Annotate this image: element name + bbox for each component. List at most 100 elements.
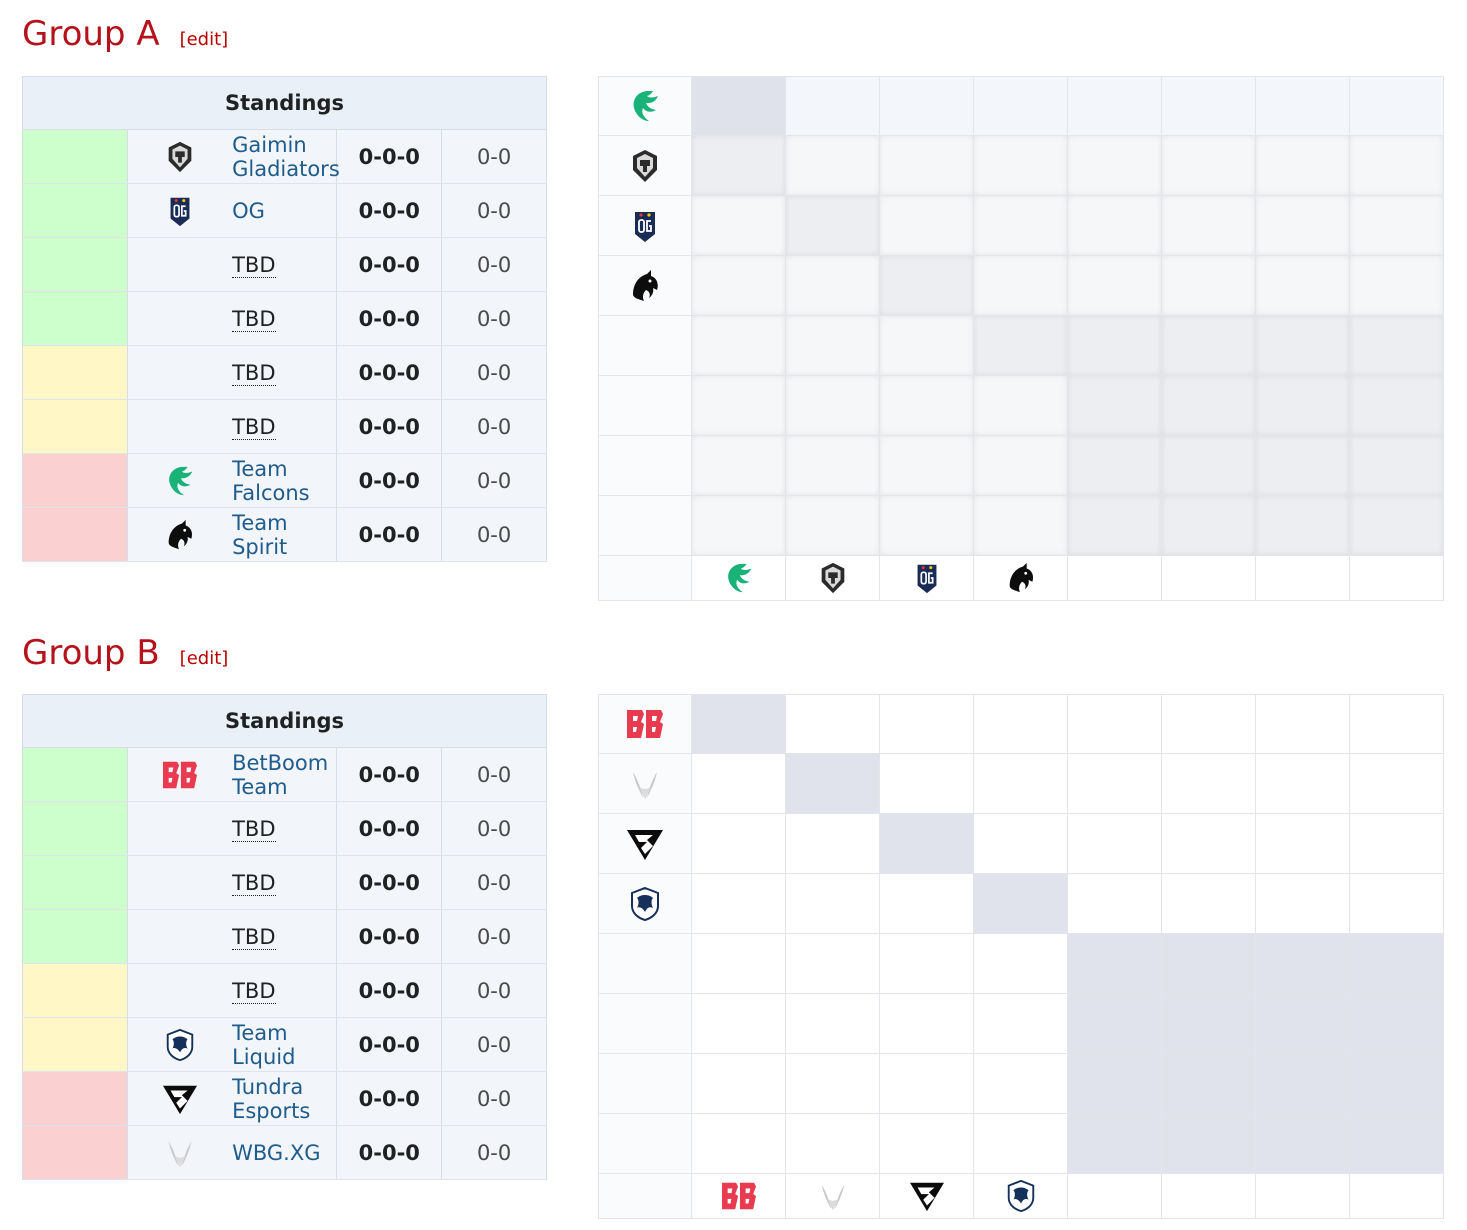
match-cell xyxy=(974,754,1068,814)
match-cell xyxy=(1256,316,1350,376)
team-name[interactable]: WBG.XG xyxy=(232,1125,337,1180)
team-link[interactable]: Team Falcons xyxy=(232,456,310,505)
game-record: 0-0 xyxy=(441,237,547,292)
match-cell xyxy=(1256,436,1350,496)
crosstable-row xyxy=(598,76,1444,136)
match-cell xyxy=(880,376,974,436)
row-header-empty xyxy=(598,436,692,496)
edit-link[interactable]: [edit] xyxy=(179,648,229,669)
team-name[interactable]: TBD xyxy=(232,291,337,346)
match-cell xyxy=(786,874,880,934)
falcons-logo-icon xyxy=(169,466,193,495)
match-cell xyxy=(880,694,974,754)
team-name[interactable]: Team Liquid xyxy=(232,1017,337,1072)
group-a-heading: Group A [edit] xyxy=(22,14,228,64)
match-cell xyxy=(1068,994,1162,1054)
table-row: TBD 0-0-0 0-0 xyxy=(22,345,547,400)
team-link[interactable]: Team Liquid xyxy=(232,1020,296,1069)
col-tundra-logo xyxy=(880,1174,974,1219)
logo-placeholder xyxy=(127,291,233,346)
table-row: Team Falcons 0-0-0 0-0 xyxy=(22,453,547,508)
game-record: 0-0 xyxy=(441,909,547,964)
match-cell xyxy=(1256,934,1350,994)
game-record: 0-0 xyxy=(441,399,547,454)
team-name[interactable]: Team Spirit xyxy=(232,507,337,562)
match-cell xyxy=(1068,256,1162,316)
match-cell xyxy=(880,814,974,874)
match-cell xyxy=(786,694,880,754)
match-cell xyxy=(1162,496,1256,556)
edit-link[interactable]: [edit] xyxy=(179,29,229,50)
match-cell xyxy=(1068,1054,1162,1114)
match-cell xyxy=(880,496,974,556)
team-name[interactable]: OG xyxy=(232,183,337,238)
standings-table: Standings Gaimin Gladiators 0-0-0 0-0 OG 0-0… xyxy=(22,76,547,562)
team-name[interactable]: TBD xyxy=(232,855,337,910)
team-link[interactable]: Gaimin Gladiators xyxy=(232,132,340,181)
team-name[interactable]: TBD xyxy=(232,963,337,1018)
placement-indicator xyxy=(22,855,128,910)
betboom-logo xyxy=(127,747,233,802)
match-cell xyxy=(1256,196,1350,256)
match-cell xyxy=(974,1114,1068,1174)
tbd-abbr[interactable]: TBD xyxy=(232,816,276,842)
placement-indicator xyxy=(22,183,128,238)
match-cell xyxy=(974,496,1068,556)
col-gladiators-logo xyxy=(786,556,880,601)
team-link[interactable]: OG xyxy=(232,198,265,223)
match-cell xyxy=(786,436,880,496)
match-cell xyxy=(1068,316,1162,376)
tbd-abbr[interactable]: TBD xyxy=(232,252,276,278)
standings-header: Standings xyxy=(22,694,547,748)
row-og-logo xyxy=(598,196,692,256)
tbd-abbr[interactable]: TBD xyxy=(232,924,276,950)
team-name[interactable]: Gaimin Gladiators xyxy=(232,129,340,184)
col-falcons-logo xyxy=(692,556,786,601)
match-cell xyxy=(692,76,786,136)
match-cell xyxy=(786,196,880,256)
row-liquid-logo xyxy=(598,874,692,934)
match-record: 0-0-0 xyxy=(336,909,443,964)
placement-indicator xyxy=(22,801,128,856)
team-name[interactable]: TBD xyxy=(232,399,337,454)
team-name[interactable]: Team Falcons xyxy=(232,453,337,508)
tbd-abbr[interactable]: TBD xyxy=(232,360,276,386)
match-cell xyxy=(1162,814,1256,874)
match-cell xyxy=(692,694,786,754)
match-cell xyxy=(880,316,974,376)
xg-logo-icon xyxy=(168,1141,192,1167)
team-link[interactable]: WBG.XG xyxy=(232,1140,321,1165)
crosstable-col-headers xyxy=(598,1174,1444,1219)
match-cell xyxy=(880,136,974,196)
corner-cell xyxy=(598,556,692,601)
tbd-abbr[interactable]: TBD xyxy=(232,414,276,440)
tbd-abbr[interactable]: TBD xyxy=(232,978,276,1004)
team-link[interactable]: BetBoom Team xyxy=(232,750,329,799)
team-link[interactable]: Tundra Esports xyxy=(232,1074,311,1123)
team-name[interactable]: TBD xyxy=(232,345,337,400)
tbd-abbr[interactable]: TBD xyxy=(232,870,276,896)
match-cell xyxy=(786,814,880,874)
placement-indicator xyxy=(22,345,128,400)
tbd-abbr[interactable]: TBD xyxy=(232,306,276,332)
match-cell xyxy=(974,1054,1068,1114)
crosstable-col-headers xyxy=(598,556,1444,601)
match-cell xyxy=(786,76,880,136)
tundra-logo-icon xyxy=(162,1085,197,1114)
team-name[interactable]: TBD xyxy=(232,237,337,292)
team-name[interactable]: TBD xyxy=(232,801,337,856)
team-name[interactable]: TBD xyxy=(232,909,337,964)
team-name[interactable]: BetBoom Team xyxy=(232,747,337,802)
match-cell xyxy=(1350,814,1444,874)
match-cell xyxy=(692,496,786,556)
corner-cell xyxy=(598,1174,692,1219)
game-record: 0-0 xyxy=(441,1071,547,1126)
falcons-logo xyxy=(127,453,233,508)
col-header-empty xyxy=(1350,556,1444,601)
placement-indicator xyxy=(22,909,128,964)
match-cell xyxy=(692,874,786,934)
team-name[interactable]: Tundra Esports xyxy=(232,1071,337,1126)
team-link[interactable]: Team Spirit xyxy=(232,510,288,559)
match-cell xyxy=(880,1114,974,1174)
match-record: 0-0-0 xyxy=(336,129,443,184)
